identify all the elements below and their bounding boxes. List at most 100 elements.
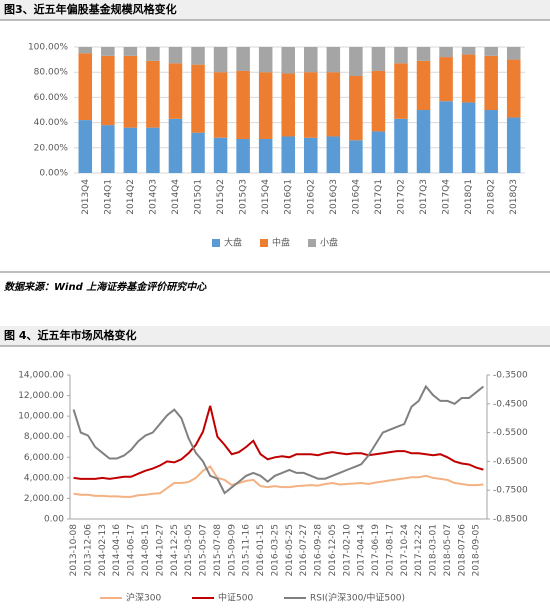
legend-swatch (308, 239, 316, 247)
x-tick-label: 2014-10-27 (155, 524, 165, 576)
y-tick-label: 6,000.00 (24, 453, 64, 463)
y-tick-label: 10,000.00 (18, 412, 64, 422)
x-tick-label: 2016Q3 (329, 179, 339, 215)
bar-segment (123, 55, 138, 128)
y-tick-label: 80.00% (34, 68, 69, 78)
bar-segment (484, 110, 498, 173)
legend-swatch (212, 239, 220, 247)
x-tick-label: 2013-12-06 (83, 524, 93, 577)
x-tick-label: 2016-09-28 (314, 524, 324, 577)
x-tick-label: 2017-10-24 (400, 524, 410, 577)
bar-segment (168, 63, 183, 119)
x-tick-label: 2016-05-25 (285, 524, 295, 576)
figure-title: 图3、近五年偏股基金规模风格变化 (4, 2, 177, 16)
x-tick-label: 2017Q3 (419, 179, 429, 215)
x-tick-label: 2015-07-08 (213, 524, 223, 577)
bar-segment (304, 137, 318, 173)
bar-segment (78, 53, 93, 121)
x-tick-label: 2013-10-08 (69, 524, 79, 577)
x-tick-label: 2015-05-07 (199, 524, 209, 576)
y-tick-label: 2,000.00 (24, 494, 64, 504)
bar-segment (78, 120, 93, 173)
y2-tick-label: -0.4500 (493, 399, 528, 409)
x-tick-label: 2017Q2 (396, 179, 406, 215)
bar-segment (258, 138, 273, 173)
bar-segment (506, 59, 521, 118)
x-tick-label: 2016Q1 (284, 179, 294, 215)
bar-segment (258, 47, 273, 73)
y-tick-label: 40.00% (34, 118, 69, 128)
x-tick-label: 2018Q1 (464, 179, 474, 215)
y2-tick-label: -0.6500 (493, 457, 528, 467)
bar-segment (236, 47, 250, 71)
bar-segment (349, 140, 363, 173)
bar-segment (439, 57, 453, 102)
bar-segment (168, 47, 183, 64)
legend-label: 中盘 (272, 237, 290, 249)
x-tick-label: 2017Q1 (374, 179, 384, 215)
bar-segment (78, 47, 93, 54)
series-line (73, 465, 484, 498)
series-line (72, 384, 485, 495)
bar-segment (213, 72, 228, 138)
x-tick-label: 2015Q1 (194, 179, 204, 215)
x-tick-label: 2015-03-05 (184, 524, 194, 576)
y-tick-label: 0.00 (44, 515, 64, 525)
bar-segment (326, 47, 341, 73)
bar-segment (439, 47, 453, 58)
y-tick-label: 12,000.00 (18, 391, 64, 401)
x-tick-label: 2018-07-06 (457, 524, 467, 577)
x-tick-label: 2016-12-05 (328, 524, 338, 576)
x-tick-label: 2014-06-17 (127, 524, 137, 576)
legend-swatch (260, 239, 268, 247)
bar-segment (416, 110, 431, 173)
x-tick-label: 2016Q4 (351, 179, 361, 215)
bar-segment (101, 125, 115, 173)
x-tick-label: 2014-12-25 (170, 524, 180, 576)
bar-segment (213, 137, 228, 173)
x-tick-label: 2017-12-22 (414, 524, 424, 576)
bar-segment (146, 60, 160, 128)
y2-tick-label: -0.5500 (493, 428, 528, 438)
bar-segment (123, 47, 138, 56)
x-tick-label: 2013Q4 (81, 179, 91, 215)
x-tick-label: 2016-01-15 (256, 524, 266, 576)
x-tick-label: 2016Q2 (306, 179, 316, 215)
x-tick-label: 2014Q1 (103, 179, 113, 215)
y2-tick-label: -0.7500 (493, 486, 528, 496)
bar-segment (281, 47, 295, 74)
x-tick-label: 2018Q2 (487, 179, 497, 215)
bar-segment (371, 131, 386, 173)
x-tick-label: 2017-06-19 (371, 524, 381, 577)
x-tick-label: 2016-03-25 (270, 524, 280, 576)
bar-segment (326, 72, 341, 137)
bar-segment (416, 60, 431, 110)
bar-segment (394, 47, 408, 64)
legend-label: 小盘 (320, 237, 338, 249)
y-tick-label: 20.00% (34, 143, 69, 153)
y-tick-label: 60.00% (34, 93, 69, 103)
x-tick-label: 2014-08-15 (141, 524, 151, 576)
bar-segment (101, 55, 115, 126)
bar-segment (236, 70, 250, 139)
x-tick-label: 2014Q2 (126, 179, 136, 215)
bar-segment (191, 132, 205, 173)
bar-segment (304, 47, 318, 73)
x-tick-label: 2017Q4 (442, 179, 452, 215)
bar-segment (146, 127, 160, 173)
bar-segment (394, 118, 408, 173)
x-tick-label: 2016-07-27 (299, 524, 309, 576)
x-tick-label: 2017-04-14 (357, 524, 367, 577)
y-tick-label: 8,000.00 (24, 432, 64, 442)
x-tick-label: 2014-04-16 (112, 524, 122, 577)
bar-segment (506, 47, 521, 60)
bar-segment (349, 75, 363, 141)
x-tick-label: 2015Q2 (216, 179, 226, 215)
x-tick-label: 2015Q3 (239, 179, 249, 215)
x-tick-label: 2018-03-01 (429, 524, 439, 576)
bar-segment (506, 117, 521, 173)
bar-segment (326, 136, 341, 173)
bar-segment (349, 47, 363, 76)
x-tick-label: 2017-08-17 (385, 524, 395, 576)
bar-segment (416, 47, 431, 61)
